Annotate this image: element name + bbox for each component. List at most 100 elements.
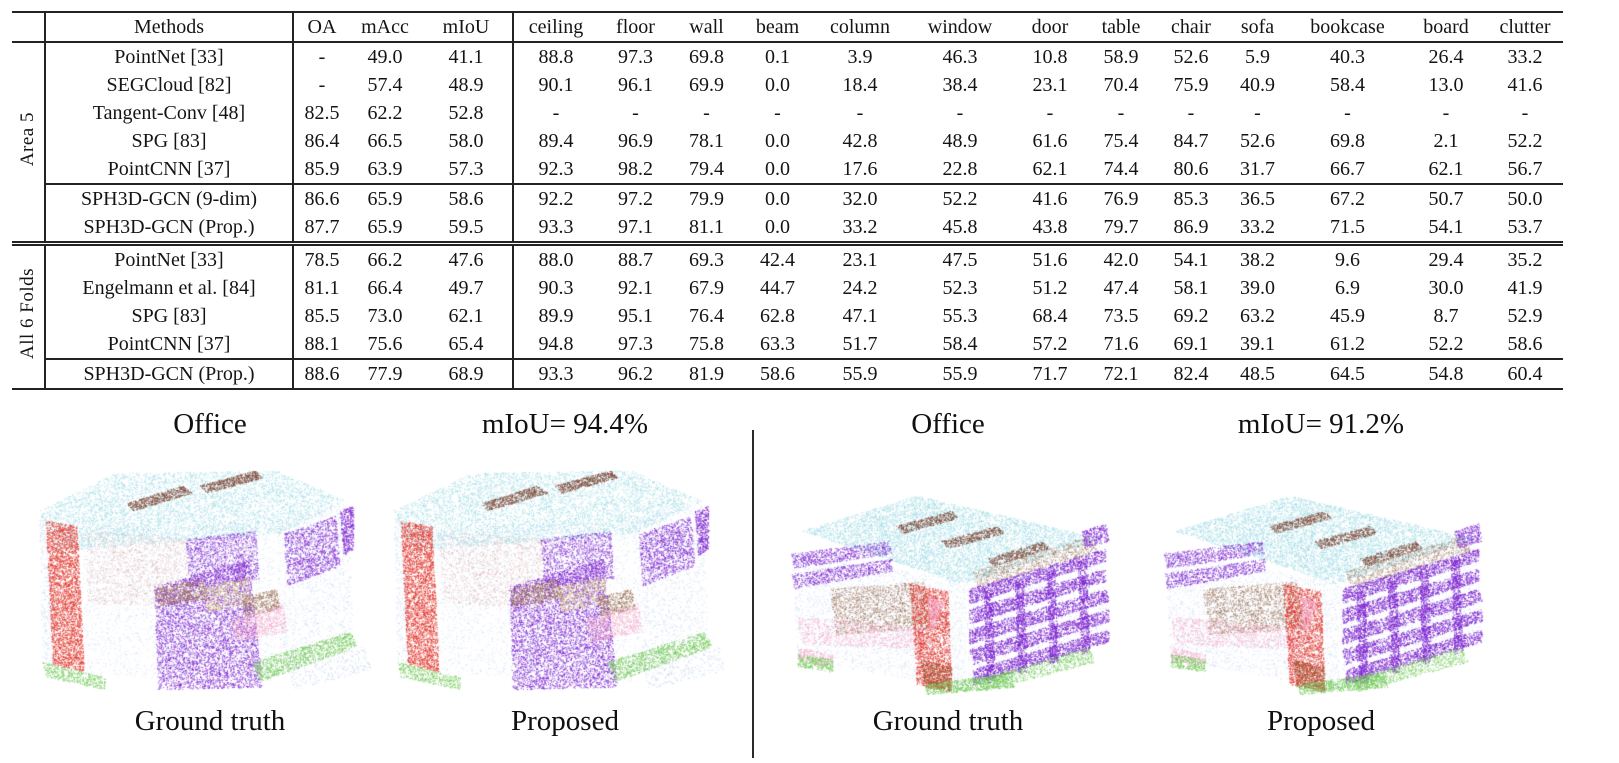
value-cell: 58.4 — [942, 332, 978, 355]
value-cell: - — [703, 101, 710, 124]
table-row: SPG [83] 86.4 66.5 58.0 89.4 96.9 78.1 0.0 42.8 4… — [12, 127, 1563, 155]
value-cell: 75.6 — [367, 332, 403, 355]
value-cell: 62.1 — [1032, 157, 1068, 180]
value-cell: 80.6 — [1173, 157, 1209, 180]
value-cell: 0.0 — [765, 157, 790, 180]
value-cell: 6.9 — [1335, 276, 1360, 299]
value-cell: 79.4 — [689, 157, 724, 180]
table-row: Engelmann et al. [84] 81.1 66.4 49.7 90.3 92.… — [12, 274, 1563, 302]
value-cell: 33.2 — [842, 215, 878, 238]
column-header: OA — [293, 11, 350, 43]
table-row: SPH3D-GCN (Prop.) 87.7 65.9 59.5 93.3 97.1 81.… — [12, 213, 1563, 244]
value-cell: 42.8 — [842, 129, 878, 152]
value-cell: 74.4 — [1103, 157, 1139, 180]
value-cell: 75.4 — [1103, 129, 1139, 152]
group-label: Area 5 — [12, 42, 46, 244]
results-table: Methods OA mAcc mIoU ceiling floor wall beam col… — [12, 11, 1563, 390]
table-header-row: Methods OA mAcc mIoU ceiling floor wall beam col… — [12, 11, 1563, 43]
value-cell: 86.9 — [1173, 215, 1209, 238]
value-cell: - — [1046, 101, 1054, 124]
column-header: bookcase — [1290, 11, 1405, 43]
value-cell: 71.7 — [1015, 358, 1085, 389]
panel-title: Office — [173, 408, 247, 440]
method-cell: SEGCloud [82] — [45, 71, 294, 99]
value-cell: 69.8 — [689, 45, 724, 68]
column-header: mIoU — [420, 11, 514, 43]
value-cell: 22.8 — [942, 157, 978, 180]
value-cell: 69.9 — [689, 73, 724, 96]
table-row: PointCNN [37] 85.9 63.9 57.3 92.3 98.2 79.4 0.0… — [12, 155, 1563, 184]
value-cell: 53.7 — [1507, 215, 1543, 238]
value-cell: - — [1442, 101, 1450, 124]
value-cell: 56.7 — [1507, 157, 1543, 180]
value-cell: 52.3 — [942, 276, 978, 299]
value-cell: 44.7 — [760, 276, 795, 299]
value-cell: 58.6 — [1507, 332, 1543, 355]
value-cell: 60.4 — [1487, 358, 1563, 389]
value-cell: 79.9 — [673, 183, 740, 213]
value-cell: 40.9 — [1240, 73, 1275, 96]
column-header: clutter — [1487, 11, 1563, 43]
value-cell: 77.9 — [350, 358, 420, 389]
value-cell: 38.2 — [1225, 241, 1290, 274]
value-cell: - — [956, 101, 964, 124]
value-cell: 39.0 — [1240, 276, 1275, 299]
figure-panel-3: Office Ground truth — [768, 403, 1128, 738]
table-row: Area 5 PointNet [33] - 49.0 41.1 88.8 97.3 69.8… — [12, 42, 1563, 244]
value-cell: 71.5 — [1330, 215, 1365, 238]
value-cell: 86.4 — [304, 129, 340, 152]
value-cell: 96.1 — [618, 73, 653, 96]
value-cell: - — [552, 101, 560, 124]
panel-caption: Proposed — [1267, 705, 1375, 737]
method-cell: SPG [83] — [45, 127, 294, 155]
value-cell: 93.3 — [513, 358, 598, 389]
pointcloud-canvas-ground-truth-1 — [35, 445, 385, 697]
value-cell: - — [632, 101, 639, 124]
value-cell: 97.3 — [618, 45, 653, 68]
value-cell: 81.9 — [673, 358, 740, 389]
panel-caption: Ground truth — [134, 705, 286, 737]
method-cell: Tangent-Conv [48] — [45, 99, 294, 127]
value-cell: 63.2 — [1240, 304, 1275, 327]
value-cell: 10.8 — [1032, 45, 1068, 68]
panel-caption: Proposed — [511, 705, 619, 737]
method-cell: SPH3D-GCN (Prop.) — [45, 213, 294, 244]
value-cell: 8.7 — [1433, 304, 1459, 327]
table-row: SPH3D-GCN (9-dim) 86.6 65.9 58.6 92.2 97.2 79.… — [12, 183, 1563, 213]
method-cell: PointNet [33] — [45, 241, 294, 274]
value-cell: 75.9 — [1173, 73, 1209, 96]
value-cell: 26.4 — [1428, 45, 1464, 68]
panel-caption: Ground truth — [872, 705, 1024, 737]
value-cell: 47.1 — [842, 304, 878, 327]
value-cell: - — [318, 73, 326, 96]
method-cell: PointCNN [37] — [45, 330, 294, 359]
column-header: board — [1405, 11, 1487, 43]
value-cell: 50.0 — [1487, 183, 1563, 213]
value-cell: - — [1254, 101, 1261, 124]
group-label: All 6 Folds — [12, 241, 46, 389]
pointcloud-canvas-ground-truth-2 — [773, 445, 1123, 697]
value-cell: 49.7 — [420, 274, 514, 302]
value-cell: 61.6 — [1032, 129, 1068, 152]
value-cell: - — [1344, 101, 1351, 124]
value-cell: 68.9 — [420, 358, 514, 389]
value-cell: 58.6 — [740, 358, 815, 389]
column-header: wall — [673, 11, 740, 43]
value-cell: 0.0 — [765, 73, 790, 96]
column-header: beam — [740, 11, 815, 43]
column-header: window — [905, 11, 1015, 43]
value-cell: - — [856, 101, 864, 124]
value-cell: 58.0 — [420, 127, 514, 155]
value-cell: 84.7 — [1173, 129, 1209, 152]
value-cell: 93.3 — [538, 215, 574, 238]
value-cell: 71.6 — [1103, 332, 1139, 355]
figure-panel-1: Office Ground truth — [35, 403, 385, 738]
value-cell: 66.7 — [1330, 157, 1365, 180]
group-label-text: Area 5 — [17, 111, 38, 167]
value-cell: 41.1 — [420, 42, 514, 71]
value-cell: 52.2 — [905, 183, 1015, 213]
value-cell: 82.4 — [1157, 358, 1225, 389]
column-header: Methods — [45, 11, 294, 43]
figure-panel-4: mIoU= 91.2% Proposed — [1136, 403, 1506, 738]
value-cell: 79.7 — [1103, 215, 1139, 238]
